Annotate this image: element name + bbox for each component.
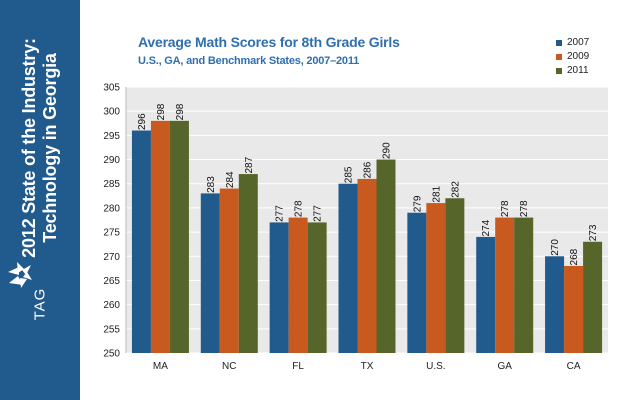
bar (150, 120, 170, 353)
y-tick-label: 285 (103, 179, 120, 190)
data-label: 285 (344, 166, 355, 183)
bar (514, 217, 534, 353)
y-tick-label: 295 (103, 131, 120, 142)
data-label: 286 (363, 161, 374, 178)
legend-label: 2009 (567, 51, 590, 62)
bar (495, 217, 515, 353)
legend-swatch (556, 53, 562, 60)
data-label: 284 (225, 171, 236, 188)
data-label: 277 (313, 205, 324, 222)
legend-swatch (556, 67, 562, 74)
x-tick-label: GA (497, 361, 512, 372)
y-tick-label: 275 (103, 228, 120, 239)
bar (169, 120, 189, 353)
bar (269, 222, 289, 353)
x-tick-label: TX (361, 361, 374, 372)
y-tick-label: 280 (103, 203, 120, 214)
data-label: 279 (412, 195, 423, 212)
bar (200, 193, 220, 353)
bar (376, 159, 396, 353)
data-label: 283 (206, 176, 217, 193)
data-label: 298 (156, 103, 167, 120)
legend-swatch (556, 39, 562, 46)
y-tick-label: 305 (103, 83, 120, 94)
legend-item-2011: 2011 (556, 65, 589, 76)
data-label: 281 (431, 185, 442, 202)
bar (426, 203, 446, 353)
data-label: 278 (500, 200, 511, 217)
legend-item-2009: 2009 (556, 51, 589, 62)
data-label: 270 (550, 239, 561, 256)
bar (238, 174, 258, 353)
data-label: 296 (137, 113, 148, 130)
y-tick-label: 300 (103, 107, 120, 118)
data-label: 278 (294, 200, 305, 217)
y-tick-label: 265 (103, 276, 120, 287)
chart-subtitle: U.S., GA, and Benchmark States, 2007–201… (138, 55, 360, 67)
bar (407, 212, 427, 353)
data-label: 287 (244, 156, 255, 173)
x-tick-label: U.S. (426, 361, 445, 372)
bar (307, 222, 327, 353)
bar (445, 198, 465, 353)
x-tick-label: CA (567, 361, 581, 372)
data-label: 277 (275, 205, 286, 222)
legend-label: 2011 (567, 65, 589, 76)
data-label: 278 (519, 200, 530, 217)
bar (357, 178, 377, 353)
x-tick-label: MA (153, 361, 168, 372)
bar (131, 130, 151, 353)
data-label: 290 (382, 142, 393, 159)
legend-item-2007: 2007 (556, 37, 589, 48)
bar (564, 265, 584, 353)
data-label: 274 (481, 219, 492, 236)
bar (288, 217, 308, 353)
data-label: 298 (175, 103, 186, 120)
bar (338, 183, 358, 353)
y-tick-label: 270 (103, 252, 120, 263)
y-tick-label: 290 (103, 155, 120, 166)
data-label: 268 (569, 248, 580, 265)
x-tick-label: FL (292, 361, 304, 372)
sidebar: 2012 State of the Industry: Technology i… (0, 0, 80, 400)
bar (583, 241, 603, 353)
bar (219, 188, 239, 353)
x-tick-label: NC (222, 361, 236, 372)
data-label: 273 (588, 224, 599, 241)
y-tick-label: 260 (103, 300, 120, 311)
tag-logo-icon (8, 262, 32, 288)
legend-label: 2007 (567, 37, 590, 48)
chart-title: Average Math Scores for 8th Grade Girls (138, 34, 400, 50)
y-tick-label: 255 (103, 324, 120, 335)
bar (476, 236, 496, 353)
bar (545, 256, 565, 353)
data-label: 282 (450, 181, 461, 198)
y-tick-label: 250 (103, 349, 120, 360)
